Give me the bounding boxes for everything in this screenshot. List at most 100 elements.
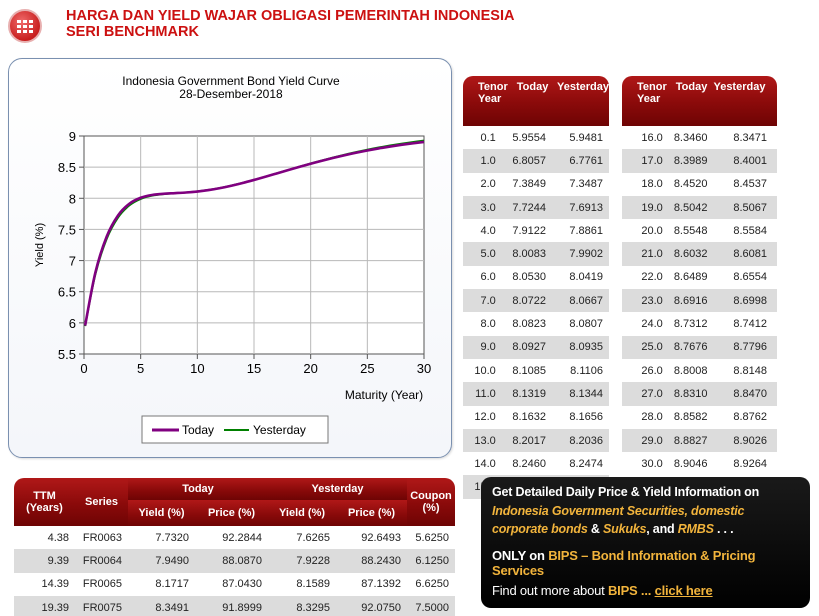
- table-cell: 8.1319: [507, 382, 552, 406]
- col-header-yesterday-price: Price (%): [336, 500, 407, 526]
- table-row: 8.0 8.0823 8.0807: [463, 312, 609, 336]
- x-axis-label: Maturity (Year): [345, 388, 423, 402]
- table-cell: 4.0: [463, 219, 508, 243]
- table-row: 29.0 8.8827 8.9026: [622, 428, 777, 453]
- table-cell: 7.3849: [507, 172, 552, 196]
- table-cell: 9.0: [463, 335, 508, 359]
- table-cell: 7.6265: [268, 526, 336, 550]
- table-row: 14.39 FR0065 8.1717 87.0430 8.1589 87.1392 6.6…: [14, 572, 455, 596]
- y-tick-label: 7.5: [58, 222, 76, 237]
- tenor-table-left: Tenor Year Today Yesterday 0.1 5.9554 5.94…: [463, 76, 609, 499]
- col-header-today: Today: [128, 478, 268, 500]
- table-cell: 8.8310: [666, 382, 710, 406]
- col-header-today: Today: [666, 76, 710, 126]
- table-row: 13.0 8.2017 8.2036: [463, 428, 609, 453]
- table-cell: 8.0823: [507, 312, 552, 336]
- table-cell: 19.39: [14, 595, 75, 616]
- table-row: 28.0 8.8582 8.8762: [622, 405, 777, 429]
- table-cell: 4.38: [14, 526, 75, 550]
- promo-line5a: Find out more about: [492, 583, 608, 598]
- table-cell: 8.0530: [507, 265, 552, 290]
- table-cell: 8.8470: [709, 382, 777, 406]
- table-cell: 6.7761: [552, 149, 609, 173]
- table-row: 7.0 8.0722 8.0667: [463, 289, 609, 313]
- promo-line1: Get Detailed Daily Price & Yield Informa…: [492, 485, 760, 499]
- table-row: 25.0 8.7676 8.7796: [622, 335, 777, 359]
- promo-line3b: &: [587, 522, 603, 536]
- col-header-today-yield: Yield (%): [128, 500, 195, 526]
- y-tick-label: 8.5: [58, 160, 76, 175]
- table-cell: 8.0935: [552, 335, 609, 359]
- table-row: 1.0 6.8057 6.7761: [463, 149, 609, 173]
- y-tick-label: 8: [69, 191, 76, 206]
- table-cell: 0.1: [463, 126, 508, 150]
- table-cell: 12.0: [463, 405, 508, 429]
- table-cell: 8.0419: [552, 265, 609, 290]
- table-cell: 8.4001: [709, 149, 777, 173]
- table-cell: 13.0: [463, 428, 508, 453]
- grid-icon: [17, 20, 33, 33]
- table-cell: 8.5042: [666, 195, 710, 220]
- table-row: 21.0 8.6032 8.6081: [622, 242, 777, 266]
- table-row: 18.0 8.4520 8.4537: [622, 172, 777, 196]
- table-cell: 5.9481: [552, 126, 609, 150]
- table-row: 10.0 8.1085 8.1106: [463, 358, 609, 383]
- y-tick-label: 6.5: [58, 285, 76, 300]
- series-line-today: [83, 140, 425, 326]
- table-cell: 8.3471: [709, 126, 777, 150]
- promo-line5b: BIPS: [607, 583, 638, 598]
- table-cell: 8.9046: [666, 452, 710, 476]
- table-cell: 8.8148: [709, 358, 777, 383]
- col-header-ttm: TTM (Years): [14, 478, 75, 526]
- table-cell: 8.0: [463, 312, 508, 336]
- table-cell: 7.7320: [128, 526, 195, 550]
- table-cell: 8.8762: [709, 405, 777, 429]
- col-header-coupon: Coupon (%): [407, 478, 455, 526]
- table-cell: 8.2460: [507, 452, 552, 476]
- yield-curve-chart: Indonesia Government Bond Yield Curve 28…: [34, 74, 431, 444]
- table-cell: 8.6916: [666, 289, 710, 313]
- table-cell: 17.0: [622, 149, 667, 173]
- table-cell: 8.4520: [666, 172, 710, 196]
- x-tick-label: 25: [360, 361, 374, 376]
- table-row: 22.0 8.6489 8.6554: [622, 265, 777, 290]
- table-cell: 16.0: [622, 126, 667, 150]
- table-cell: 92.0750: [336, 595, 407, 616]
- click-here-link[interactable]: click here: [654, 583, 713, 598]
- table-cell: 7.7244: [507, 195, 552, 220]
- table-cell: 30.0: [622, 452, 667, 476]
- table-cell: 29.0: [622, 428, 667, 453]
- table-row: 5.0 8.0083 7.9902: [463, 242, 609, 266]
- table-cell: 6.8057: [507, 149, 552, 173]
- table-cell: 7.5000: [407, 595, 455, 616]
- table-cell: 8.9026: [709, 428, 777, 453]
- table-cell: 9.39: [14, 549, 75, 573]
- table-cell: 19.0: [622, 195, 667, 220]
- table-cell: 22.0: [622, 265, 667, 290]
- promo-line3c: Sukuks: [603, 522, 647, 536]
- table-row: 24.0 8.7312 8.7412: [622, 312, 777, 336]
- chart-panel: Indonesia Government Bond Yield Curve 28…: [8, 58, 452, 458]
- table-cell: 8.0667: [552, 289, 609, 313]
- table-cell: 8.1106: [552, 358, 609, 383]
- table-cell: 92.6493: [336, 526, 407, 550]
- table-cell: 88.2430: [336, 549, 407, 573]
- table-cell: 8.1589: [268, 572, 336, 596]
- table-cell: 5.6250: [407, 526, 455, 550]
- table-cell: 18.0: [622, 172, 667, 196]
- table-cell: 8.5584: [709, 219, 777, 243]
- promo-line5c: ...: [637, 583, 655, 598]
- table-cell: 8.1085: [507, 358, 552, 383]
- table-cell: 8.8827: [666, 428, 710, 453]
- col-header-yesterday-yield: Yield (%): [268, 500, 336, 526]
- x-tick-label: 5: [137, 361, 144, 376]
- col-header-yesterday: Yesterday: [709, 76, 777, 126]
- table-cell: 11.0: [463, 382, 508, 406]
- table-cell: 7.6913: [552, 195, 609, 220]
- table-cell: 8.6998: [709, 289, 777, 313]
- chart-subtitle: 28-Desember-2018: [179, 87, 283, 101]
- table-row: 6.0 8.0530 8.0419: [463, 265, 609, 290]
- promo-line4a: ONLY on: [492, 548, 549, 563]
- table-cell: 91.8999: [195, 595, 268, 616]
- table-cell: 8.6032: [666, 242, 710, 266]
